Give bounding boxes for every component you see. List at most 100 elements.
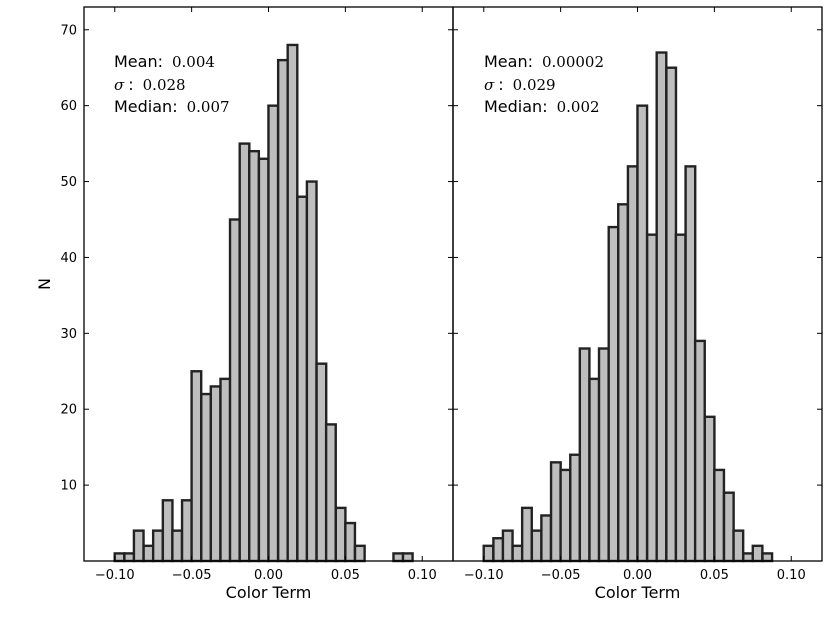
right-histogram-bar-25 [722,491,735,563]
right-stats-box: Mean: 0.00002 σ : 0.029 Median: 0.002 [484,52,604,116]
right-sigma-line: σ : 0.029 [484,75,556,94]
left-sigma-symbol: σ [114,76,125,94]
left-y-tick-label-6: 70 [60,23,77,38]
left-histogram-bar-5 [161,499,174,563]
right-histogram-bar-18 [655,51,668,563]
right-axis-ticks [453,7,822,561]
left-histogram-bar-19 [296,195,309,563]
right-histogram-bar-10 [578,347,591,563]
right-histogram-bar-2 [501,529,514,563]
right-histogram-bar-14 [617,203,630,563]
left-mean-label: Mean: [114,52,163,71]
left-histogram-bar-17 [276,58,289,563]
left-histogram-bar-10 [209,385,222,563]
left-y-tick-label-5: 60 [60,99,77,114]
right-histogram-bar-22 [693,339,706,563]
right-median-line: Median: 0.002 [484,97,600,116]
right-histogram-bar-17 [645,233,658,563]
left-histogram-bars [113,43,414,563]
right-histogram-bar-29 [761,552,774,563]
left-x-tick-label-2: 0.00 [254,568,283,583]
right-histogram-bar-26 [732,529,745,563]
right-x-tick-label-0: −0.10 [464,568,504,583]
right-histogram-bar-12 [597,347,610,563]
right-histogram-bar-1 [492,537,505,563]
left-histogram-bar-27 [401,552,414,563]
right-histogram-bar-8 [559,468,572,563]
left-histogram-panel: −0.10 −0.05 0.00 0.05 0.10 10 20 30 40 50 60 70 Co… [35,6,454,602]
left-histogram-bar-11 [219,377,232,563]
left-histogram-bar-26 [392,552,405,563]
left-histogram-bar-9 [200,392,213,563]
left-histogram-bar-13 [238,142,251,563]
left-x-tick-labels: −0.10 −0.05 0.00 0.05 0.10 [95,568,437,583]
right-histogram-bar-9 [569,453,582,563]
right-sigma-symbol: σ [484,76,495,94]
left-histogram-bar-20 [305,180,318,563]
right-histogram-bar-21 [684,165,697,563]
left-histogram-bar-7 [180,499,193,563]
left-histogram-bar-15 [257,157,270,563]
right-histogram-bar-11 [588,377,601,563]
right-mean-line: Mean: 0.00002 [484,52,604,71]
left-histogram-bar-25 [353,544,366,563]
left-histogram-bar-3 [142,544,155,563]
right-histogram-bars [482,51,774,563]
right-histogram-bar-28 [751,544,764,563]
left-sigma-value: 0.028 [143,76,186,94]
left-histogram-bar-0 [113,552,126,563]
left-histogram-bar-23 [334,506,347,563]
right-x-tick-label-1: −0.05 [541,568,581,583]
left-median-label: Median: [114,97,178,116]
left-x-tick-label-4: 0.10 [408,568,437,583]
left-x-tick-label-3: 0.05 [331,568,360,583]
left-histogram-bar-16 [267,104,280,563]
right-histogram-bar-7 [549,461,562,563]
right-histogram-bar-3 [511,544,524,563]
left-histogram-bar-8 [190,370,203,563]
right-mean-value: 0.00002 [542,53,604,71]
right-histogram-bar-24 [713,468,726,563]
right-histogram-bar-15 [626,165,639,563]
right-histogram-panel: −0.10 −0.05 0.00 0.05 0.10 Color Term Mean: … [452,6,823,602]
left-histogram-bar-12 [228,218,241,563]
right-x-tick-label-3: 0.05 [700,568,729,583]
left-x-tick-label-1: −0.05 [172,568,212,583]
right-histogram-bar-6 [540,514,553,563]
left-sigma-sep: : [128,75,133,94]
right-x-tick-label-2: 0.00 [623,568,652,583]
left-y-tick-label-1: 20 [60,403,77,418]
left-histogram-bar-6 [171,529,184,563]
right-median-label: Median: [484,97,548,116]
left-y-tick-label-4: 50 [60,175,77,190]
right-histogram-bar-4 [520,506,533,563]
left-histogram-bar-24 [344,521,357,563]
right-histogram-bar-27 [742,552,755,563]
left-median-line: Median: 0.007 [114,97,230,116]
right-histogram-bar-13 [607,225,620,563]
left-histogram-bar-2 [132,529,145,563]
left-mean-value: 0.004 [172,53,215,71]
left-y-tick-label-0: 10 [60,479,77,494]
left-histogram-bar-1 [123,552,136,563]
right-sigma-value: 0.029 [513,76,556,94]
right-sigma-sep: : [498,75,503,94]
right-histogram-bar-16 [636,104,649,563]
left-sigma-line: σ : 0.028 [114,75,186,94]
right-x-tick-labels: −0.10 −0.05 0.00 0.05 0.10 [464,568,806,583]
right-x-tick-label-4: 0.10 [777,568,806,583]
left-histogram-bar-14 [248,149,261,563]
left-histogram-bar-21 [315,362,328,563]
left-stats-box: Mean: 0.004 σ : 0.028 Median: 0.007 [114,52,230,116]
right-histogram-bar-20 [674,233,687,563]
right-median-value: 0.002 [557,98,600,116]
right-x-axis-title: Color Term [595,583,681,602]
left-mean-line: Mean: 0.004 [114,52,215,71]
left-histogram-bar-18 [286,43,299,563]
y-axis-title: N [35,278,54,290]
right-histogram-bar-5 [530,529,543,563]
left-histogram-bar-22 [324,423,337,563]
left-median-value: 0.007 [187,98,230,116]
left-axis-ticks [84,7,453,561]
